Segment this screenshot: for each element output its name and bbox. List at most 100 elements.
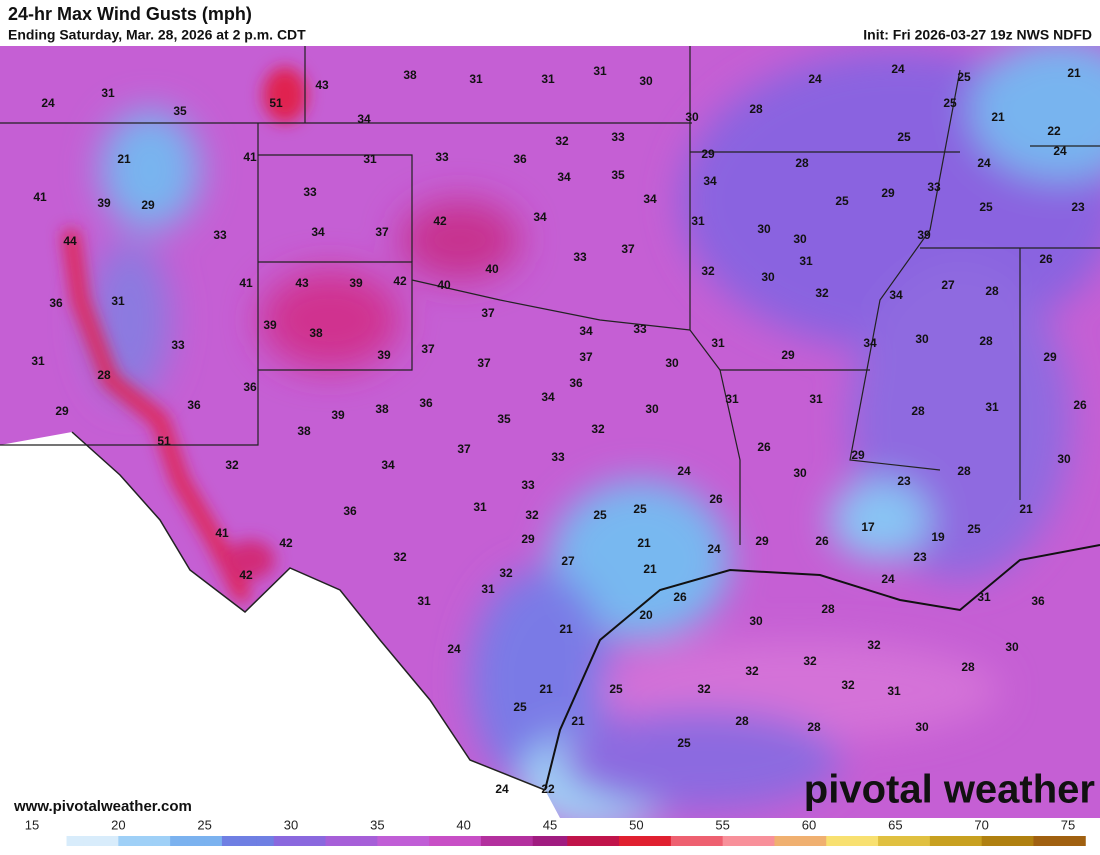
- gust-label: 23: [897, 474, 911, 488]
- colorbar-swatch: [325, 836, 344, 846]
- gust-label: 36: [343, 504, 357, 518]
- gust-label: 40: [437, 278, 451, 292]
- gust-label: 32: [499, 566, 513, 580]
- colorbar-swatch: [757, 836, 775, 846]
- gust-label: 21: [539, 682, 553, 696]
- gust-label: 42: [393, 274, 407, 288]
- colorbar: 15 20 25 30 35 40 45 50 55 60 65 70 75: [14, 817, 1086, 846]
- title: 24-hr Max Wind Gusts (mph): [8, 4, 252, 24]
- colorbar-swatch: [342, 836, 361, 846]
- gust-label: 24: [677, 464, 691, 478]
- gust-label: 25: [609, 682, 623, 696]
- gust-label: 28: [807, 720, 821, 734]
- colorbar-swatch: [221, 836, 240, 846]
- colorbar-tick-label: 55: [715, 817, 729, 832]
- gust-label: 29: [701, 147, 715, 161]
- gust-label: 24: [447, 642, 461, 656]
- gust-label: 29: [851, 448, 865, 462]
- gust-label: 30: [915, 332, 929, 346]
- gust-label: 36: [187, 398, 201, 412]
- gust-label: 34: [643, 192, 657, 206]
- gust-label: 44: [63, 234, 77, 248]
- gust-label: 24: [891, 62, 905, 76]
- colorbar-swatch: [688, 836, 706, 846]
- gust-label: 31: [111, 294, 125, 308]
- gust-label: 28: [749, 102, 763, 116]
- gust-label: 32: [803, 654, 817, 668]
- gust-label: 37: [477, 356, 491, 370]
- gust-label: 26: [673, 590, 687, 604]
- gust-label: 34: [557, 170, 571, 184]
- colorbar-swatch: [1033, 836, 1052, 846]
- gust-label: 33: [213, 228, 227, 242]
- gust-label: 35: [497, 412, 511, 426]
- colorbar-tick-label: 65: [888, 817, 902, 832]
- gust-label: 26: [1073, 398, 1087, 412]
- gust-label: 34: [381, 458, 395, 472]
- colorbar-swatch: [308, 836, 327, 846]
- gust-label: 34: [703, 174, 717, 188]
- gust-label: 28: [985, 284, 999, 298]
- colorbar-swatch: [550, 836, 568, 846]
- colorbar-tick-label: 50: [629, 817, 643, 832]
- colorbar-swatch: [601, 836, 620, 846]
- gust-label: 29: [1043, 350, 1057, 364]
- colorbar-tick-label: 60: [802, 817, 816, 832]
- colorbar-swatch: [843, 836, 862, 846]
- gust-label: 25: [979, 200, 993, 214]
- gust-label: 32: [745, 664, 759, 678]
- colorbar-swatch: [446, 836, 465, 846]
- gust-label: 34: [889, 288, 903, 302]
- gust-label: 30: [1005, 640, 1019, 654]
- colorbar-swatch: [463, 836, 482, 846]
- gust-label: 31: [469, 72, 483, 86]
- gust-label: 32: [815, 286, 829, 300]
- gust-label: 39: [349, 276, 363, 290]
- gust-label: 32: [591, 422, 605, 436]
- gust-label: 21: [991, 110, 1005, 124]
- gust-label: 32: [697, 682, 711, 696]
- gust-label: 35: [173, 104, 187, 118]
- gust-label: 36: [1031, 594, 1045, 608]
- gust-label: 32: [393, 550, 407, 564]
- gust-label: 33: [573, 250, 587, 264]
- gust-label: 30: [761, 270, 775, 284]
- gust-label: 30: [793, 466, 807, 480]
- colorbar-swatch: [101, 836, 119, 846]
- colorbar-swatch: [774, 836, 793, 846]
- colorbar-tick-label: 15: [25, 817, 39, 832]
- gust-label: 28: [735, 714, 749, 728]
- colorbar-swatch: [929, 836, 948, 846]
- gust-label: 37: [579, 350, 593, 364]
- gust-label: 23: [1071, 200, 1085, 214]
- gust-label: 31: [809, 392, 823, 406]
- gust-label: 41: [239, 276, 253, 290]
- colorbar-swatch: [118, 836, 137, 846]
- colorbar-tick-label: 25: [197, 817, 211, 832]
- gust-label: 31: [985, 400, 999, 414]
- colorbar-swatch: [187, 836, 206, 846]
- gust-label: 39: [377, 348, 391, 362]
- gust-label: 28: [979, 334, 993, 348]
- gust-label: 29: [755, 534, 769, 548]
- colorbar-swatch: [947, 836, 965, 846]
- colorbar-swatch: [722, 836, 741, 846]
- gust-label: 33: [611, 130, 625, 144]
- colorbar-swatch: [480, 836, 499, 846]
- gust-label: 25: [967, 522, 981, 536]
- gust-label: 24: [881, 572, 895, 586]
- colorbar-swatch: [170, 836, 188, 846]
- gust-label: 25: [677, 736, 691, 750]
- gust-label: 20: [639, 608, 653, 622]
- gust-label: 24: [1053, 144, 1067, 158]
- colorbar-swatch: [49, 836, 68, 846]
- logo: pivotal weather: [804, 768, 1095, 812]
- gust-label: 36: [49, 296, 63, 310]
- gust-label: 36: [243, 380, 257, 394]
- gust-label: 42: [239, 568, 253, 582]
- colorbar-swatch: [291, 836, 309, 846]
- gust-label: 28: [97, 368, 111, 382]
- gust-label: 42: [279, 536, 293, 550]
- gust-label: 51: [269, 96, 283, 110]
